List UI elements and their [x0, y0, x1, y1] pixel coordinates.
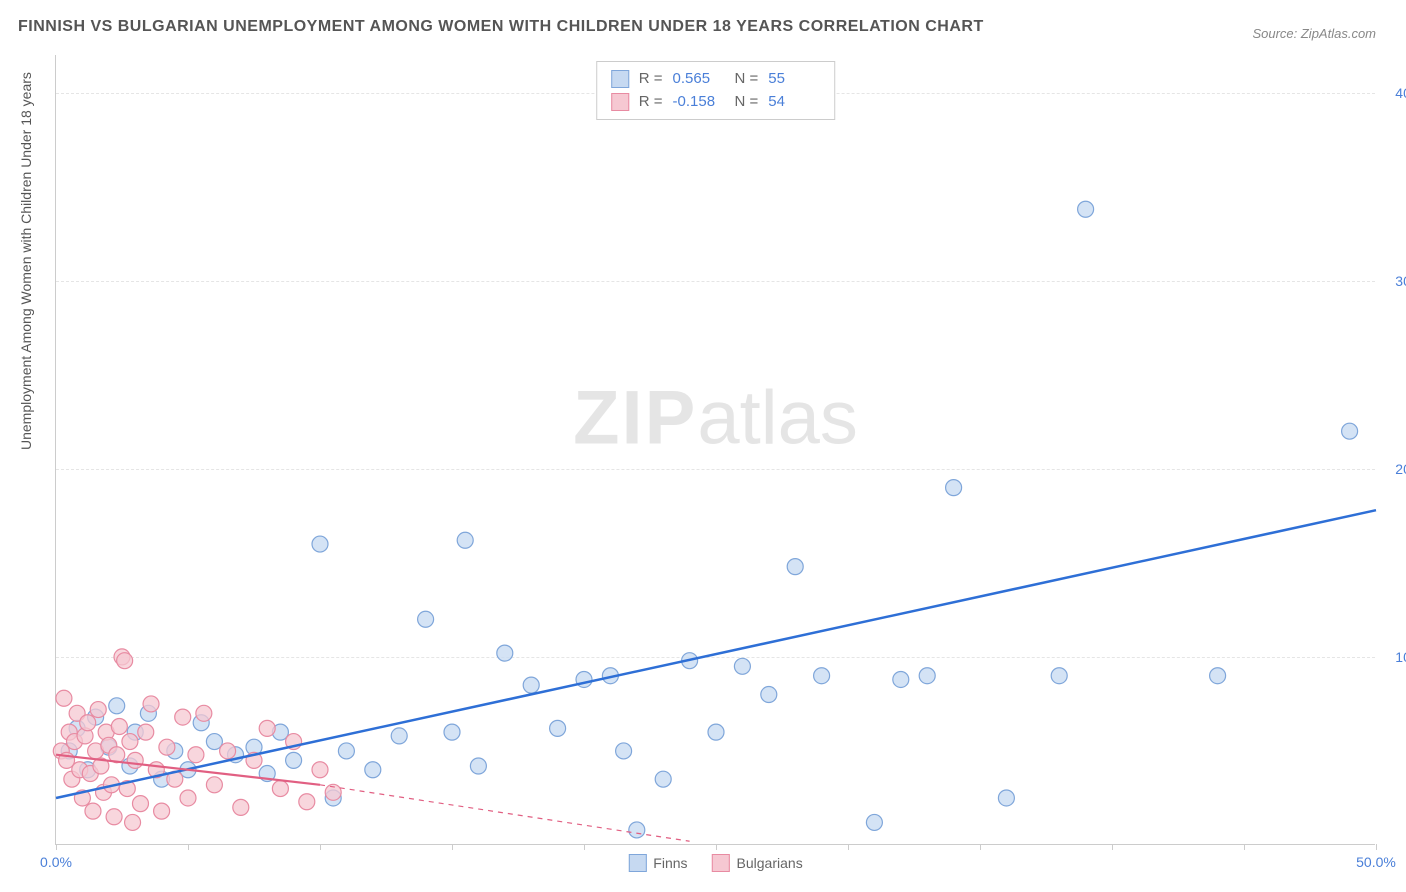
- stats-box: R = 0.565 N = 55 R = -0.158 N = 54: [596, 61, 836, 120]
- scatter-point: [866, 814, 882, 830]
- y-tick-label: 30.0%: [1395, 273, 1406, 289]
- scatter-point: [299, 794, 315, 810]
- r-label: R =: [639, 68, 663, 91]
- x-tick: [716, 844, 717, 850]
- plot-area: ZIPatlas 10.0%20.0%30.0%40.0% 0.0%50.0% …: [55, 55, 1375, 845]
- scatter-point: [444, 724, 460, 740]
- n-label: N =: [735, 68, 759, 91]
- legend-label: Bulgarians: [737, 855, 803, 871]
- scatter-point: [233, 799, 249, 815]
- scatter-point: [180, 790, 196, 806]
- scatter-point: [117, 653, 133, 669]
- scatter-point: [1051, 668, 1067, 684]
- source-attribution: Source: ZipAtlas.com: [1252, 26, 1376, 41]
- swatch-finns-icon: [628, 854, 646, 872]
- scatter-point: [90, 702, 106, 718]
- scatter-point: [312, 762, 328, 778]
- x-tick: [848, 844, 849, 850]
- scatter-point: [998, 790, 1014, 806]
- scatter-point: [629, 822, 645, 838]
- swatch-bulgarians-icon: [611, 93, 629, 111]
- scatter-point: [708, 724, 724, 740]
- scatter-point: [550, 720, 566, 736]
- scatter-point: [206, 777, 222, 793]
- scatter-point: [127, 752, 143, 768]
- scatter-point: [220, 743, 236, 759]
- scatter-point: [1210, 668, 1226, 684]
- scatter-point: [312, 536, 328, 552]
- scatter-point: [154, 803, 170, 819]
- r-value-bulgarians: -0.158: [673, 91, 725, 114]
- scatter-point: [761, 687, 777, 703]
- scatter-point: [365, 762, 381, 778]
- scatter-point: [143, 696, 159, 712]
- scatter-point: [946, 480, 962, 496]
- scatter-point: [159, 739, 175, 755]
- scatter-point: [497, 645, 513, 661]
- n-value-finns: 55: [768, 68, 820, 91]
- legend-item-bulgarians: Bulgarians: [712, 854, 803, 872]
- chart-title: FINNISH VS BULGARIAN UNEMPLOYMENT AMONG …: [18, 18, 984, 36]
- bottom-legend: Finns Bulgarians: [628, 854, 802, 872]
- legend-label: Finns: [653, 855, 687, 871]
- scatter-point: [109, 698, 125, 714]
- scatter-point: [338, 743, 354, 759]
- scatter-point: [80, 715, 96, 731]
- regression-line: [56, 510, 1376, 798]
- scatter-point: [457, 532, 473, 548]
- scatter-point: [655, 771, 671, 787]
- x-tick: [584, 844, 585, 850]
- scatter-point: [893, 671, 909, 687]
- scatter-point: [122, 734, 138, 750]
- swatch-bulgarians-icon: [712, 854, 730, 872]
- stats-row-bulgarians: R = -0.158 N = 54: [611, 91, 821, 114]
- scatter-point: [418, 611, 434, 627]
- r-value-finns: 0.565: [673, 68, 725, 91]
- stats-row-finns: R = 0.565 N = 55: [611, 68, 821, 91]
- x-tick: [1244, 844, 1245, 850]
- y-tick-label: 10.0%: [1395, 649, 1406, 665]
- scatter-point: [616, 743, 632, 759]
- x-tick: [980, 844, 981, 850]
- x-tick-label: 50.0%: [1356, 854, 1396, 870]
- x-tick: [1376, 844, 1377, 850]
- scatter-point: [919, 668, 935, 684]
- scatter-point: [391, 728, 407, 744]
- scatter-point: [1078, 201, 1094, 217]
- scatter-point: [138, 724, 154, 740]
- scatter-point: [470, 758, 486, 774]
- scatter-point: [734, 658, 750, 674]
- scatter-point: [188, 747, 204, 763]
- scatter-point: [125, 814, 141, 830]
- n-label: N =: [735, 91, 759, 114]
- y-tick-label: 40.0%: [1395, 85, 1406, 101]
- x-tick: [56, 844, 57, 850]
- x-tick: [188, 844, 189, 850]
- scatter-point: [132, 796, 148, 812]
- x-tick: [320, 844, 321, 850]
- scatter-point: [175, 709, 191, 725]
- x-tick: [1112, 844, 1113, 850]
- r-label: R =: [639, 91, 663, 114]
- scatter-point: [814, 668, 830, 684]
- scatter-point: [286, 752, 302, 768]
- scatter-point: [111, 719, 127, 735]
- scatter-point: [196, 705, 212, 721]
- scatter-point: [259, 720, 275, 736]
- scatter-point: [272, 781, 288, 797]
- scatter-point: [787, 559, 803, 575]
- scatter-point: [106, 809, 122, 825]
- scatter-point: [1342, 423, 1358, 439]
- scatter-point: [523, 677, 539, 693]
- scatter-point: [85, 803, 101, 819]
- x-tick-label: 0.0%: [40, 854, 72, 870]
- n-value-bulgarians: 54: [768, 91, 820, 114]
- swatch-finns-icon: [611, 70, 629, 88]
- y-tick-label: 20.0%: [1395, 461, 1406, 477]
- y-axis-label: Unemployment Among Women with Children U…: [18, 72, 34, 450]
- scatter-point: [56, 690, 72, 706]
- chart-svg: [56, 55, 1375, 844]
- legend-item-finns: Finns: [628, 854, 687, 872]
- x-tick: [452, 844, 453, 850]
